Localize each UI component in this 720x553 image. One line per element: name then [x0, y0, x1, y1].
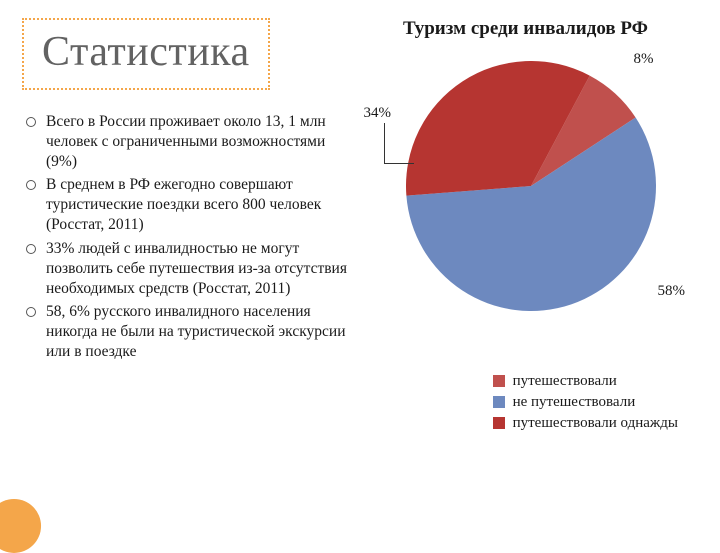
legend-swatch: [493, 417, 505, 429]
legend-item: путешествовали однажды: [493, 415, 678, 432]
slice-label-34: 34%: [364, 105, 392, 122]
slice-label-58: 58%: [658, 283, 686, 300]
bullet-list: Всего в России проживает около 13, 1 млн…: [22, 112, 347, 362]
title-box: Статистика: [22, 18, 270, 90]
list-item: 33% людей с инвалидностью не могут позво…: [24, 239, 347, 298]
leader-line: [384, 163, 414, 164]
legend-swatch: [493, 396, 505, 408]
list-item: В среднем в РФ ежегодно совершают турист…: [24, 175, 347, 234]
leader-line: [384, 123, 385, 163]
slice-label-8: 8%: [634, 51, 654, 68]
pie-svg: [406, 61, 656, 311]
page-title: Статистика: [42, 28, 250, 76]
pie-holder: [406, 61, 656, 311]
chart-title: Туризм среди инвалидов РФ: [403, 18, 648, 41]
list-item: 58, 6% русского инвалидного населения ни…: [24, 302, 347, 361]
legend-item: не путешествовали: [493, 394, 678, 411]
legend-label: не путешествовали: [513, 394, 636, 411]
legend-swatch: [493, 375, 505, 387]
legend-item: путешествовали: [493, 373, 678, 390]
legend: путешествовали не путешествовали путешес…: [493, 373, 698, 436]
pie-chart: 8% 58% 34%: [356, 51, 696, 371]
legend-label: путешествовали: [513, 373, 617, 390]
right-column: Туризм среди инвалидов РФ 8% 58% 34% пут…: [347, 18, 698, 528]
left-column: Статистика Всего в России проживает окол…: [22, 18, 347, 528]
list-item: Всего в России проживает около 13, 1 млн…: [24, 112, 347, 171]
legend-label: путешествовали однажды: [513, 415, 678, 432]
slide: Статистика Всего в России проживает окол…: [0, 0, 720, 540]
